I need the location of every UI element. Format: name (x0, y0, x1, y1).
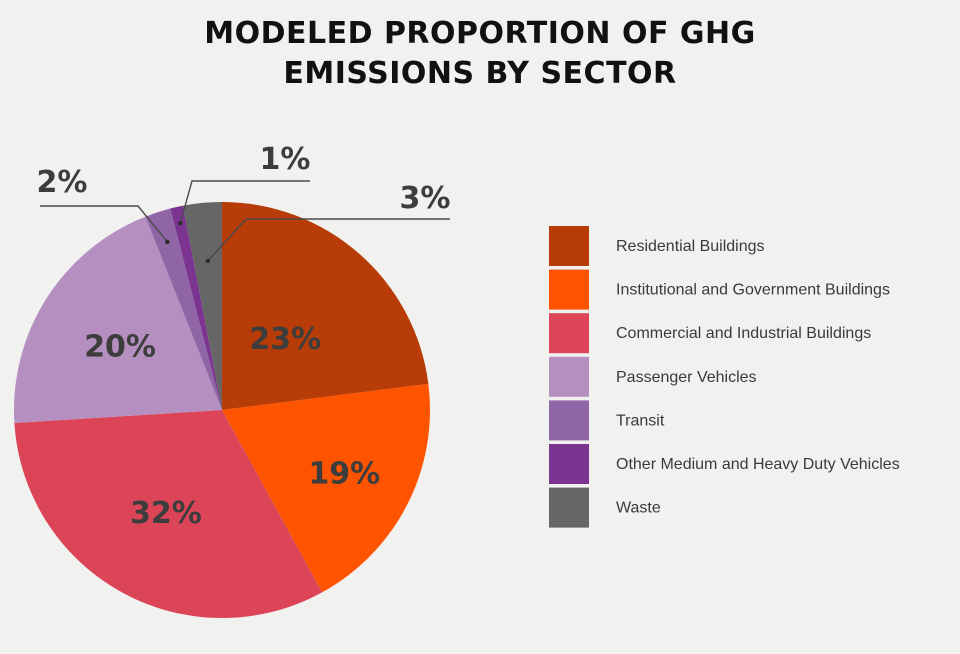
legend-swatch-passenger-vehicles (549, 356, 589, 397)
legend-label-residential-buildings: Residential Buildings (616, 238, 765, 255)
legend-item-other-medium-and-heavy-duty-vehicles: Other Medium and Heavy Duty Vehicles (549, 444, 900, 484)
callout-label-transit: 2% (37, 165, 88, 200)
legend-swatch-residential-buildings (549, 226, 589, 266)
legend-item-institutional-and-government-buildings: Institutional and Government Buildings (549, 269, 890, 310)
pie-slice-waste (183, 202, 222, 410)
legend-label-transit: Transit (616, 412, 665, 429)
callout-label-waste: 3% (400, 181, 451, 216)
legend-label-commercial-and-industrial-buildings: Commercial and Industrial Buildings (616, 325, 871, 342)
legend-label-waste: Waste (616, 500, 661, 517)
legend-swatch-institutional-and-government-buildings (549, 269, 589, 310)
callout-dot-other-medium-and-heavy-duty-vehicles (178, 221, 183, 226)
pie-slice-institutional-and-government-buildings (222, 383, 430, 593)
pie-slice-commercial-and-industrial-buildings (14, 410, 323, 618)
callout-dot-waste (205, 258, 211, 264)
callout-line-transit (40, 205, 168, 243)
pie-labels: 23% 19% 32% 20% 2% 1% 3% (37, 142, 451, 531)
pie-slice-transit (145, 208, 222, 410)
legend-item-waste: Waste (549, 487, 661, 528)
legend-label-other-medium-and-heavy-duty-vehicles: Other Medium and Heavy Duty Vehicles (616, 456, 900, 473)
legend-swatch-other-medium-and-heavy-duty-vehicles (549, 444, 589, 484)
chart-title-line-2: EMISSIONS BY SECTOR (283, 56, 677, 91)
pie-slice-residential-buildings (222, 202, 429, 410)
callout-line-other-medium-and-heavy-duty-vehicles (179, 180, 310, 224)
legend-label-institutional-and-government-buildings: Institutional and Government Buildings (616, 282, 890, 299)
legend: Residential Buildings Institutional and G… (549, 226, 900, 528)
callout-dot-transit (165, 239, 170, 245)
chart-title-line-1: MODELED PROPORTION OF GHG (204, 16, 756, 51)
callout-line-waste (207, 218, 450, 262)
pie-slice-other-medium-and-heavy-duty-vehicles (170, 205, 222, 410)
slice-label-institutional-and-government-buildings: 19% (308, 456, 380, 491)
legend-item-commercial-and-industrial-buildings: Commercial and Industrial Buildings (549, 313, 871, 354)
legend-item-residential-buildings: Residential Buildings (549, 226, 765, 266)
callout-label-other-medium-and-heavy-duty-vehicles: 1% (260, 142, 311, 177)
legend-swatch-transit (549, 400, 589, 441)
pie-slice-passenger-vehicles (13, 216, 223, 424)
slice-label-commercial-and-industrial-buildings: 32% (130, 496, 202, 531)
legend-item-passenger-vehicles: Passenger Vehicles (549, 356, 757, 397)
legend-label-passenger-vehicles: Passenger Vehicles (616, 369, 757, 386)
legend-swatch-waste (549, 487, 589, 528)
slice-label-residential-buildings: 23% (249, 322, 321, 357)
legend-item-transit: Transit (549, 400, 665, 441)
legend-swatch-commercial-and-industrial-buildings (549, 313, 589, 354)
pie-slices (13, 202, 430, 618)
slice-label-passenger-vehicles: 20% (84, 329, 156, 364)
